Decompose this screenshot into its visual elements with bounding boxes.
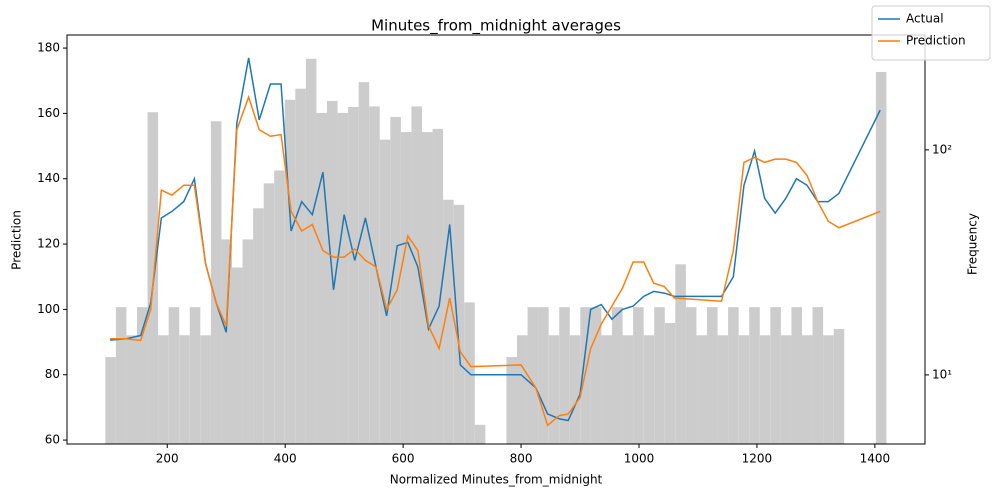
histogram-bar (295, 88, 306, 444)
y-tick-label: 140 (37, 171, 60, 185)
histogram-bar (305, 58, 317, 445)
histogram-bar (168, 307, 180, 444)
x-tick-label: 200 (156, 452, 179, 466)
histogram-bar (221, 239, 232, 444)
histogram-bar (253, 208, 264, 444)
y-axis-label: Prediction (10, 210, 24, 270)
histogram-bar (611, 307, 623, 444)
histogram-bar (685, 307, 697, 444)
y-tick-label: 60 (45, 433, 60, 447)
histogram-bar (453, 204, 465, 444)
y-tick-label: 180 (37, 41, 60, 55)
histogram-bar (654, 307, 665, 444)
plot-frame (66, 34, 926, 445)
histogram-bar (780, 335, 792, 444)
histogram-bar (728, 307, 739, 444)
histogram-bar (231, 267, 243, 444)
histogram-bar (316, 112, 327, 444)
legend-label: Actual (906, 12, 944, 26)
histogram-bar (833, 328, 845, 444)
histogram-bar (358, 82, 370, 444)
histogram-bar (770, 307, 781, 444)
histogram-bar (158, 335, 169, 444)
histogram-bar (379, 139, 391, 444)
histogram-bar (274, 170, 285, 445)
y2-axis-label: Frequency (966, 213, 980, 275)
histogram-bar (801, 335, 813, 444)
histogram-bar (411, 106, 422, 444)
x-tick-label: 600 (392, 452, 415, 466)
histogram-bar (284, 99, 296, 445)
histogram-bar (717, 335, 729, 444)
histogram-bar (812, 307, 824, 444)
legend-box (871, 5, 991, 61)
chart-title: Minutes_from_midnight averages (371, 17, 621, 36)
histogram-bar (791, 307, 802, 444)
histogram-bar (875, 71, 887, 444)
histogram-bar (696, 335, 707, 444)
y2-tick-label: 10¹ (932, 367, 952, 381)
histogram-bar (559, 307, 570, 444)
x-tick-label: 1400 (860, 452, 891, 466)
histogram-bar (242, 239, 254, 444)
histogram-bar (706, 307, 718, 444)
histogram-bar (569, 335, 581, 444)
x-axis-label: Normalized Minutes_from_midnight (390, 473, 603, 487)
histogram-bar (633, 307, 644, 444)
histogram-bar (126, 335, 137, 444)
histogram-bar (136, 307, 148, 444)
histogram-bar (474, 424, 486, 444)
histogram-bar (179, 335, 190, 444)
y-tick-label: 160 (37, 106, 60, 120)
x-tick-label: 400 (274, 452, 297, 466)
histogram-bar (664, 323, 676, 444)
histogram-bar (516, 335, 528, 444)
histogram-bar (823, 335, 834, 444)
y-tick-label: 120 (37, 237, 60, 251)
histogram-bar (369, 106, 380, 444)
histogram-bar (675, 264, 686, 444)
histogram-bar (200, 335, 211, 444)
histogram-bar (421, 132, 433, 444)
histogram-bar (538, 307, 549, 444)
histogram-bar (210, 121, 222, 444)
histogram-bar (643, 335, 655, 444)
histogram-bar (443, 199, 454, 444)
line (110, 94, 881, 427)
histogram-bar (189, 307, 201, 444)
histogram-bar (590, 307, 602, 444)
y-tick-label: 100 (37, 302, 60, 316)
histogram-bar (548, 335, 560, 444)
histogram-bar (105, 357, 116, 444)
histogram-bar (348, 107, 359, 445)
histogram-bar (390, 116, 401, 445)
y2-tick-label: 10² (932, 142, 952, 156)
histogram-bar (601, 335, 612, 444)
x-tick-label: 800 (510, 452, 533, 466)
histogram-bar (337, 112, 349, 444)
histogram-bar (115, 307, 127, 444)
histogram-bar (263, 183, 275, 444)
histogram-bar (580, 307, 591, 444)
histogram-bar (527, 307, 539, 444)
histogram-bar (749, 307, 760, 444)
histogram-bar (759, 335, 771, 444)
histogram-bar (432, 128, 444, 444)
legend-label: Prediction (906, 34, 966, 48)
histogram-bar (622, 335, 634, 444)
histogram-bar (738, 335, 750, 444)
x-tick-label: 1200 (742, 452, 773, 466)
x-tick-label: 1000 (624, 452, 655, 466)
y-tick-label: 80 (45, 367, 60, 381)
histogram-bar (400, 132, 412, 444)
histogram-bar (506, 357, 517, 444)
